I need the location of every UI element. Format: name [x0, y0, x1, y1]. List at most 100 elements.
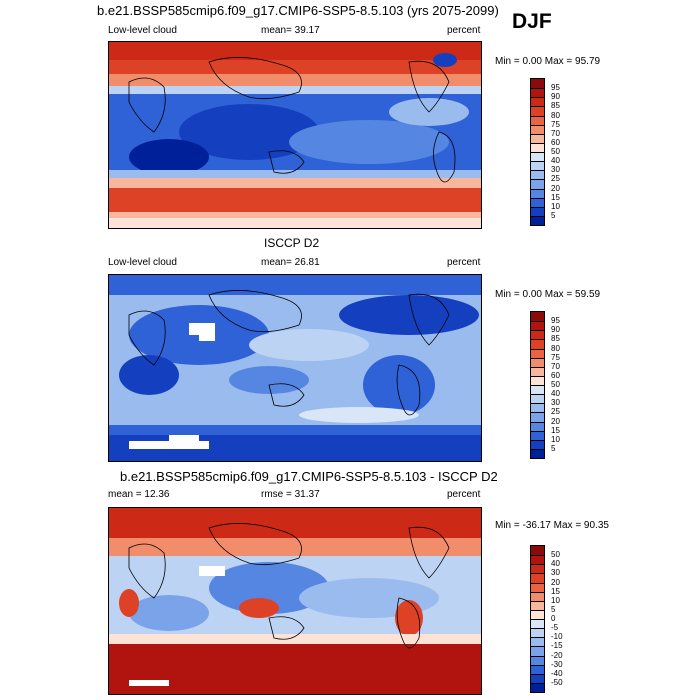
colorbar-label: -15: [551, 641, 563, 651]
colorbar-swatch: [531, 357, 544, 367]
panel3-mean-label: mean = 12.36: [108, 489, 170, 500]
colorbar-swatch: [531, 133, 544, 143]
colorbar-swatch: [531, 439, 544, 449]
colorbar-swatch: [531, 412, 544, 422]
panel1-mean-label: mean= 39.17: [261, 25, 320, 36]
colorbar-swatch: [531, 179, 544, 189]
colorbar-swatch: [531, 582, 544, 592]
colorbar-swatch: [531, 555, 544, 565]
colorbar-swatch: [531, 330, 544, 340]
colorbar-swatch: [531, 142, 544, 152]
colorbar-swatch: [531, 564, 544, 574]
colorbar-swatch: [531, 430, 544, 440]
panel3-minmax-label: Min = -36.17 Max = 90.35: [495, 520, 609, 531]
colorbar-label: 60: [551, 370, 560, 380]
colorbar-swatch: [531, 664, 544, 674]
panel1-variable-label: Low-level cloud: [108, 25, 177, 36]
panel3-difference-map: [108, 507, 482, 695]
colorbar-swatch: [531, 385, 544, 395]
colorbar-swatch: [531, 600, 544, 610]
colorbar-swatch: [531, 403, 544, 413]
panel2-minmax-label: Min = 0.00 Max = 59.59: [495, 289, 601, 300]
colorbar-label: -30: [551, 659, 563, 669]
colorbar-label: 5: [551, 604, 556, 614]
colorbar-swatch: [531, 197, 544, 207]
colorbar-label: 80: [551, 110, 560, 120]
colorbar-swatch: [531, 348, 544, 358]
colorbar-label: 10: [551, 201, 560, 211]
colorbar-label: 90: [551, 325, 560, 335]
panel1-minmax-label: Min = 0.00 Max = 95.79: [495, 56, 601, 67]
colorbar-swatch: [531, 682, 544, 692]
colorbar-label: -10: [551, 632, 563, 642]
colorbar-label: 15: [551, 586, 560, 596]
panel2-units-label: percent: [447, 257, 481, 268]
panel3-title: b.e21.BSSP585cmip6.f09_g17.CMIP6-SSP5-8.…: [120, 469, 498, 484]
colorbar-swatch: [531, 188, 544, 198]
panel3-map-field: [109, 508, 481, 694]
colorbar-label: 10: [551, 434, 560, 444]
colorbar-label: -20: [551, 650, 563, 660]
colorbar-swatch: [531, 339, 544, 349]
colorbar-label: 30: [551, 398, 560, 408]
colorbar-label: 30: [551, 568, 560, 578]
colorbar-swatch: [531, 628, 544, 638]
colorbar-label: 70: [551, 361, 560, 371]
colorbar-label: 50: [551, 147, 560, 156]
colorbar-swatch: [531, 124, 544, 134]
colorbar-label: 95: [551, 83, 560, 93]
panel2-colorbar: 95 90 85 80 75 70 60 50 40 30 25 20 15 10 5: [530, 311, 560, 459]
colorbar-label: 10: [551, 595, 560, 605]
panel1-model-map: [108, 41, 482, 229]
colorbar-label: 95: [551, 316, 560, 326]
colorbar-label: 40: [551, 156, 560, 166]
colorbar-swatch: [531, 115, 544, 125]
colorbar-label: 0: [551, 614, 556, 623]
colorbar-swatch: [531, 619, 544, 629]
colorbar-swatch: [531, 646, 544, 656]
colorbar-label: -50: [551, 677, 563, 687]
colorbar-swatch: [531, 161, 544, 171]
colorbar-swatch: [531, 312, 544, 322]
colorbar-label: 85: [551, 101, 560, 111]
colorbar-label: 75: [551, 352, 560, 362]
colorbar-swatch: [531, 206, 544, 216]
colorbar-swatch: [531, 573, 544, 583]
colorbar-label: 30: [551, 165, 560, 175]
colorbar-label: 40: [551, 559, 560, 569]
colorbar-swatch: [531, 106, 544, 116]
colorbar-label: 15: [551, 192, 560, 202]
colorbar-label: 20: [551, 416, 560, 426]
panel2-observation-map: [108, 274, 482, 462]
season-label: DJF: [512, 10, 552, 33]
colorbar-label: 60: [551, 137, 560, 147]
colorbar-label: 70: [551, 128, 560, 138]
colorbar-label: 50: [551, 380, 560, 389]
colorbar-swatch: [531, 421, 544, 431]
colorbar-swatch: [531, 673, 544, 683]
colorbar-swatch: [531, 609, 544, 619]
colorbar-swatch: [531, 88, 544, 98]
colorbar-swatch: [531, 321, 544, 331]
colorbar-swatch: [531, 655, 544, 665]
colorbar-label: 5: [551, 443, 556, 453]
colorbar-swatch: [531, 215, 544, 225]
colorbar-label: 20: [551, 183, 560, 193]
colorbar-label: 80: [551, 343, 560, 353]
panel2-title: ISCCP D2: [264, 236, 320, 250]
colorbar-label: 90: [551, 92, 560, 102]
colorbar-swatch: [531, 375, 544, 385]
colorbar-swatch: [531, 170, 544, 180]
colorbar-label: 40: [551, 389, 560, 399]
colorbar-swatch: [531, 366, 544, 376]
colorbar-label: 25: [551, 407, 560, 417]
colorbar-swatch: [531, 394, 544, 404]
panel3-rmse-label: rmse = 31.37: [261, 489, 320, 500]
colorbar-label: -40: [551, 668, 563, 678]
colorbar-label: 85: [551, 334, 560, 344]
panel2-mean-label: mean= 26.81: [261, 257, 320, 268]
panel1-title: b.e21.BSSP585cmip6.f09_g17.CMIP6-SSP5-8.…: [97, 3, 499, 18]
colorbar-label: 75: [551, 119, 560, 129]
colorbar-label: -5: [551, 623, 559, 633]
colorbar-label: 25: [551, 174, 560, 184]
